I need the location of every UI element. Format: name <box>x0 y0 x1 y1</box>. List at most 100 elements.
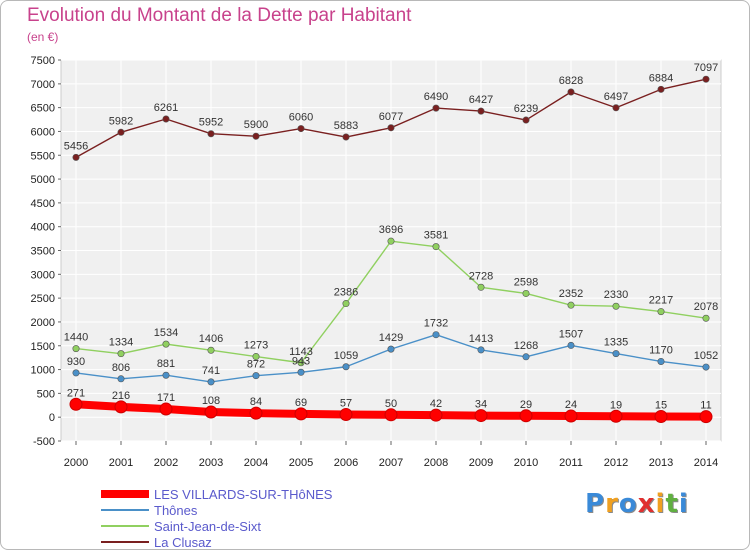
data-label: 5883 <box>334 120 358 132</box>
x-tick-label: 2007 <box>379 457 403 469</box>
data-point <box>72 153 80 161</box>
y-tick-label: 3500 <box>31 246 55 258</box>
y-tick-label: 500 <box>37 388 55 400</box>
x-tick-label: 2003 <box>199 457 223 469</box>
data-point <box>207 346 215 354</box>
data-point <box>477 107 485 115</box>
data-label: 2598 <box>514 276 538 288</box>
data-point <box>294 407 308 421</box>
data-point <box>519 409 533 423</box>
data-label: 6828 <box>559 75 583 87</box>
y-tick-label: 1000 <box>31 365 55 377</box>
data-label: 6884 <box>649 72 673 84</box>
data-point <box>387 237 395 245</box>
data-label: 1406 <box>199 333 223 345</box>
data-label: 2078 <box>694 301 718 313</box>
legend-label: LES VILLARDS-SUR-THôNES <box>154 487 333 502</box>
data-point <box>654 409 668 423</box>
data-label: 6077 <box>379 111 403 123</box>
data-label: 5982 <box>109 115 133 127</box>
y-tick-label: 5000 <box>31 174 55 186</box>
data-label: 19 <box>610 399 622 411</box>
data-label: 6497 <box>604 91 628 103</box>
logo-letter: i <box>655 489 666 519</box>
x-axis-ticks: 2000 2001 2002 2003 2004 2005 2006 2007 2008 2009… <box>64 441 718 469</box>
data-label: 6427 <box>469 94 493 106</box>
legend: LES VILLARDS-SUR-THôNESThônesSaint-Jean-… <box>101 487 333 549</box>
x-tick-label: 2010 <box>514 457 538 469</box>
data-label: 7097 <box>694 62 718 74</box>
data-label: 943 <box>292 355 310 367</box>
logo-letter: o <box>618 489 638 519</box>
data-point <box>432 243 440 251</box>
y-tick-label: 2500 <box>31 293 55 305</box>
y-tick-label: 7500 <box>31 55 55 67</box>
logo-letter: t <box>665 489 679 519</box>
x-tick-label: 2012 <box>604 457 628 469</box>
y-tick-label: 4000 <box>31 222 55 234</box>
data-label: 6060 <box>289 112 313 124</box>
chart-title: Evolution du Montant de la Dette par Hab… <box>27 5 412 26</box>
x-tick-label: 2004 <box>244 457 268 469</box>
proxiti-logo: Proxiti <box>585 489 689 519</box>
data-label: 69 <box>295 397 307 409</box>
y-axis-ticks: -500 0 500 1000 1500 2000 2500 3000 3500 4000 4500… <box>31 55 61 448</box>
logo-letter: r <box>605 489 619 519</box>
data-point <box>609 409 623 423</box>
data-point <box>162 371 170 379</box>
data-point <box>612 104 620 112</box>
y-tick-label: 2000 <box>31 317 55 329</box>
data-point <box>702 363 710 371</box>
data-label: 1335 <box>604 337 628 349</box>
data-label: 2330 <box>604 289 628 301</box>
y-tick-label: 0 <box>49 412 55 424</box>
data-label: 15 <box>655 399 667 411</box>
data-point <box>657 357 665 365</box>
x-tick-label: 2014 <box>694 457 718 469</box>
data-point <box>702 314 710 322</box>
data-label: 42 <box>430 398 442 410</box>
data-point <box>567 88 575 96</box>
data-point <box>339 407 353 421</box>
data-point <box>297 125 305 133</box>
data-label: 1507 <box>559 328 583 340</box>
data-point <box>72 369 80 377</box>
data-point <box>612 302 620 310</box>
data-label: 930 <box>67 356 85 368</box>
data-point <box>699 410 713 424</box>
data-point <box>387 345 395 353</box>
data-point <box>162 340 170 348</box>
data-point <box>252 372 260 380</box>
data-label: 881 <box>157 358 175 370</box>
data-point <box>342 133 350 141</box>
data-label: 6261 <box>154 102 178 114</box>
data-point <box>342 363 350 371</box>
data-label: 2728 <box>469 270 493 282</box>
data-label: 271 <box>67 387 85 399</box>
data-label: 6239 <box>514 103 538 115</box>
logo-letter: P <box>585 489 606 519</box>
data-label: 24 <box>565 399 577 411</box>
data-label: 1413 <box>469 333 493 345</box>
data-label: 1059 <box>334 350 358 362</box>
data-point <box>159 402 173 416</box>
data-labels: 5456 5982 6261 5952 5900 6060 5883 6077 6490 6427… <box>64 62 718 411</box>
data-label: 2352 <box>559 288 583 300</box>
data-label: 84 <box>250 396 262 408</box>
data-label: 5456 <box>64 140 88 152</box>
x-tick-label: 2008 <box>424 457 448 469</box>
data-label: 806 <box>112 362 130 374</box>
x-tick-label: 2006 <box>334 457 358 469</box>
data-point <box>612 350 620 358</box>
y-tick-label: 3000 <box>31 269 55 281</box>
x-tick-label: 2000 <box>64 457 88 469</box>
y-tick-label: 7000 <box>31 79 55 91</box>
data-label: 5900 <box>244 119 268 131</box>
data-point <box>249 406 263 420</box>
data-label: 1429 <box>379 332 403 344</box>
data-point <box>657 85 665 93</box>
data-point <box>297 368 305 376</box>
y-tick-label: 6500 <box>31 103 55 115</box>
